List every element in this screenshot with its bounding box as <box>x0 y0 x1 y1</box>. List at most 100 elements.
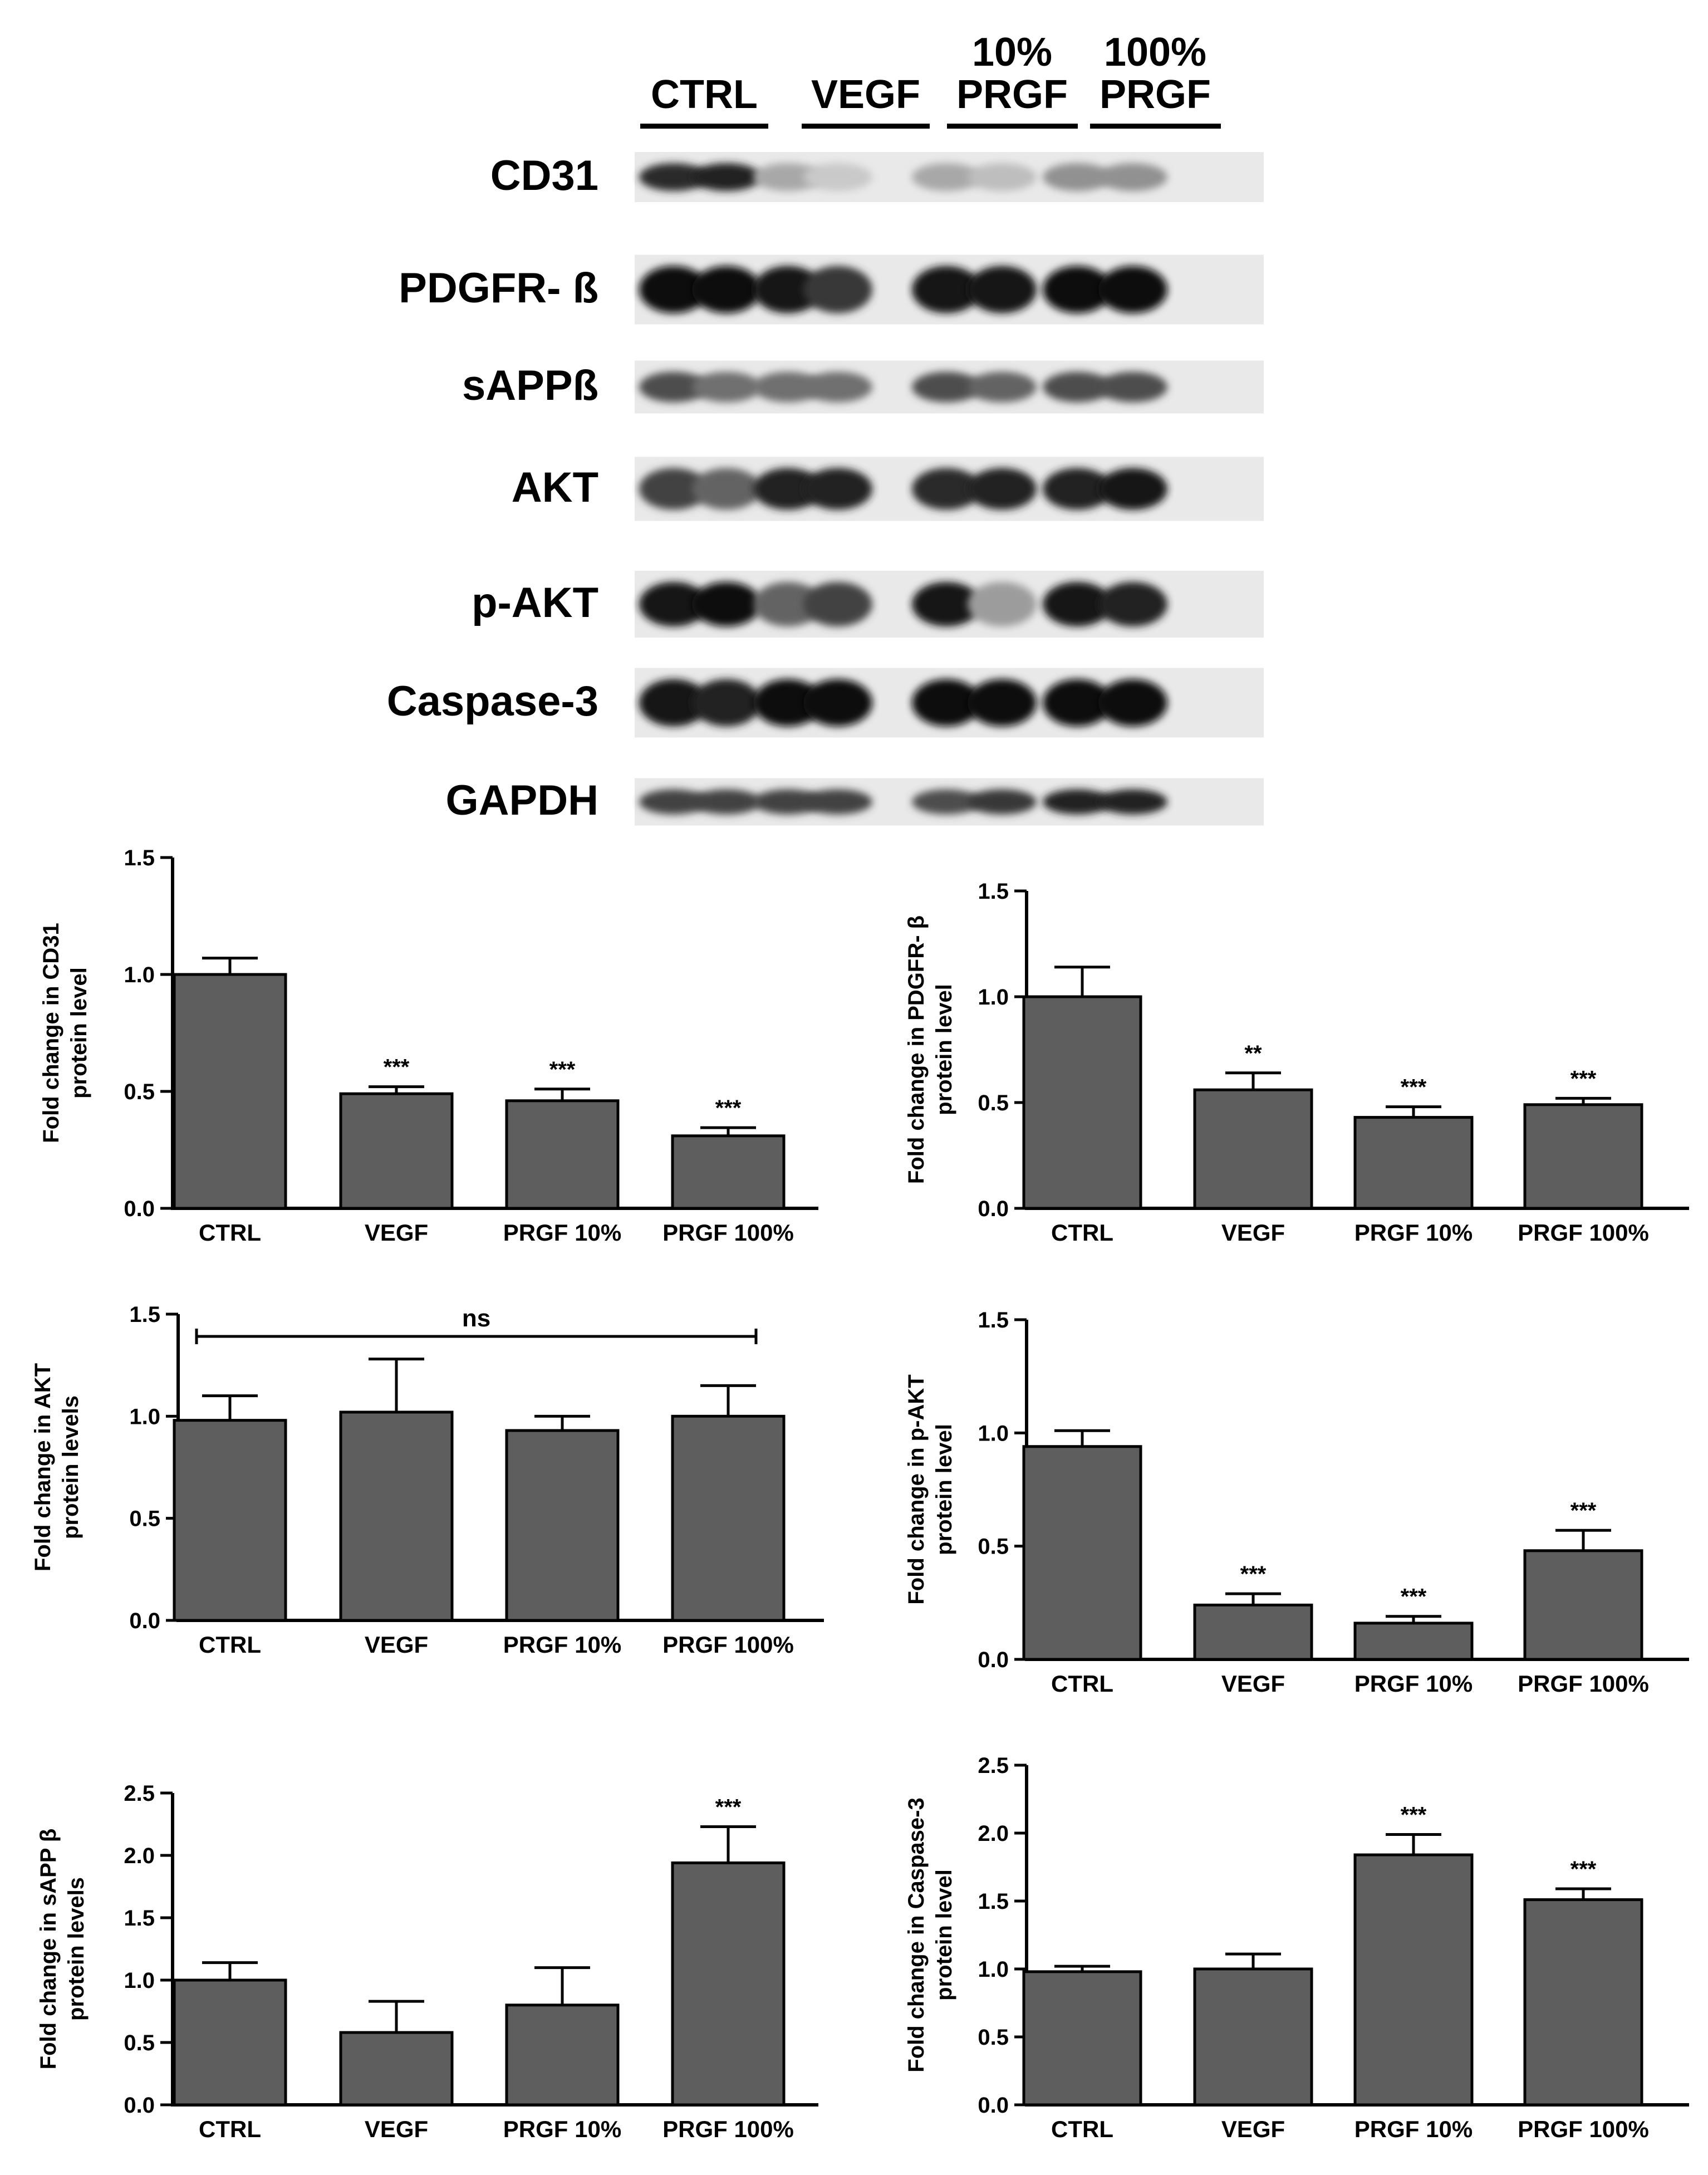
blot-band <box>753 789 822 815</box>
blot-band <box>968 582 1037 626</box>
bar <box>671 1861 786 2107</box>
lane-group-label-line: PRGF <box>956 72 1068 117</box>
chart-sappb: 0.0 0.5 1.0 1.5 2.0 2.5 CTRL VEGF PRGF 10% *** PRG… <box>36 1781 818 2142</box>
significance-label: *** <box>715 1795 742 1819</box>
y-tick-label: 1.5 <box>124 1906 155 1931</box>
bar <box>1523 1898 1643 2107</box>
significance-label: *** <box>715 1096 742 1120</box>
blot-band <box>639 468 708 510</box>
lane-group-label: 10% PRGF <box>929 31 1096 116</box>
blot-row-label: PDGFR- ß <box>399 264 598 312</box>
y-axis-label: Fold change in p-AKT protein level <box>904 1374 956 1604</box>
bar <box>671 1134 786 1210</box>
bar <box>1193 1967 1313 2107</box>
bar <box>1022 995 1142 1210</box>
blot-band <box>1043 679 1112 727</box>
blot-band <box>968 789 1037 815</box>
blot-band <box>1098 582 1167 626</box>
lane-group-underline <box>802 124 930 129</box>
significance-label: *** <box>1570 1857 1597 1882</box>
y-axis-label-line: Fold change in p-AKT <box>904 1374 929 1604</box>
blot-band <box>803 789 872 815</box>
lane-group-label-line: CTRL <box>651 72 758 117</box>
y-tick-label: 0.5 <box>124 1080 155 1104</box>
y-axis-label-line: protein level <box>932 984 956 1115</box>
blot-band <box>968 371 1037 403</box>
chart-caspase3: 0.0 0.5 1.0 1.5 2.0 2.5 CTRL VEGF *** PRGF 10% ***… <box>904 1753 1689 2142</box>
y-tick-label: 1.5 <box>978 1308 1009 1333</box>
blot-band <box>803 679 872 727</box>
x-tick-label: PRGF 10% <box>1354 2116 1473 2142</box>
lane-group-label: VEGF <box>782 74 949 116</box>
blot-band <box>1043 468 1112 510</box>
blot-band <box>692 582 761 626</box>
blot-band <box>753 163 822 191</box>
y-tick-label: 1.5 <box>978 879 1009 904</box>
blot-band <box>912 371 981 403</box>
comparison-label: ns <box>462 1305 490 1332</box>
y-axis-label-line: Fold change in CD31 <box>39 923 63 1143</box>
y-axis-label-line: Fold change in Caspase-3 <box>904 1797 929 2072</box>
chart-pdgfr: 0.0 0.5 1.0 1.5 CTRL ** VEGF *** PRGF 10% *** PRGF… <box>904 879 1689 1246</box>
bar <box>505 2003 620 2107</box>
y-tick-label: 0.0 <box>124 2093 155 2118</box>
x-tick-label: PRGF 100% <box>1518 1219 1649 1246</box>
bar <box>1193 1088 1313 1210</box>
y-tick-label: 2.5 <box>978 1753 1009 1778</box>
blot-row-label: CD31 <box>490 152 598 199</box>
y-tick-label: 1.5 <box>124 846 155 870</box>
blot-band <box>1098 679 1167 727</box>
x-tick-label: CTRL <box>1051 1671 1113 1697</box>
y-axis-label-line: Fold change in AKT <box>31 1363 55 1571</box>
bar <box>339 1092 454 1210</box>
y-tick-label: 1.0 <box>129 1404 160 1429</box>
blot-band <box>1043 789 1112 815</box>
significance-label: ** <box>1244 1041 1262 1066</box>
bar <box>1022 1970 1142 2107</box>
bar <box>339 2031 454 2107</box>
blot-band <box>1098 266 1167 313</box>
blot-band <box>753 371 822 403</box>
western-blot-panel: CTRL VEGF 10% PRGF 100% PRGF CD31 PDGFR- ß sAPP… <box>0 0 1708 852</box>
x-tick-label: CTRL <box>1051 2116 1113 2142</box>
x-tick-label: VEGF <box>365 2116 428 2142</box>
x-tick-label: PRGF 10% <box>503 1632 621 1658</box>
chart-p-akt: 0.0 0.5 1.0 1.5 CTRL *** VEGF *** PRGF 10% *** PRG… <box>904 1308 1689 1697</box>
y-axis-label-line: protein level <box>932 1424 956 1555</box>
blot-band <box>692 266 761 313</box>
y-tick-label: 1.0 <box>978 1957 1009 1982</box>
x-tick-label: PRGF 100% <box>662 1219 794 1246</box>
lane-group-label-line: VEGF <box>811 72 921 117</box>
significance-label: *** <box>1570 1498 1597 1523</box>
x-tick-label: PRGF 10% <box>1354 1671 1473 1697</box>
chart-akt: 0.0 0.5 1.0 1.5 CTRL VEGF PRGF 10% PRGF 100% ns F… <box>31 1302 824 1658</box>
blot-band <box>639 371 708 403</box>
lane-group-label-line: 10% <box>971 30 1053 75</box>
blot-band <box>912 582 981 626</box>
blot-band <box>912 266 981 313</box>
y-tick-label: 0.0 <box>978 2093 1009 2118</box>
blot-band <box>1043 371 1112 403</box>
y-tick-label: 0.0 <box>124 1197 155 1221</box>
bar <box>173 1419 287 1622</box>
blot-row-label: p-AKT <box>472 579 598 626</box>
y-axis-label: Fold change in sAPP β protein levels <box>36 1829 89 2070</box>
blot-band <box>803 371 872 403</box>
y-tick-label: 2.0 <box>124 1844 155 1868</box>
bar <box>173 973 287 1210</box>
blot-band <box>968 163 1037 191</box>
x-tick-label: VEGF <box>365 1219 428 1246</box>
bar <box>505 1099 620 1210</box>
y-tick-label: 0.5 <box>978 2025 1009 2050</box>
blot-band <box>1043 266 1112 313</box>
y-axis-label: Fold change in AKT protein levels <box>31 1363 83 1571</box>
blot-band <box>1098 371 1167 403</box>
blot-band <box>692 789 761 815</box>
y-tick-label: 0.0 <box>978 1648 1009 1672</box>
blot-band <box>803 163 872 191</box>
blot-band <box>1043 582 1112 626</box>
y-axis-label-line: protein level <box>932 1869 956 2001</box>
blot-band <box>803 266 872 313</box>
x-tick-label: PRGF 100% <box>1518 1671 1649 1697</box>
y-axis-label: Fold change in PDGFR- β protein level <box>904 915 956 1184</box>
